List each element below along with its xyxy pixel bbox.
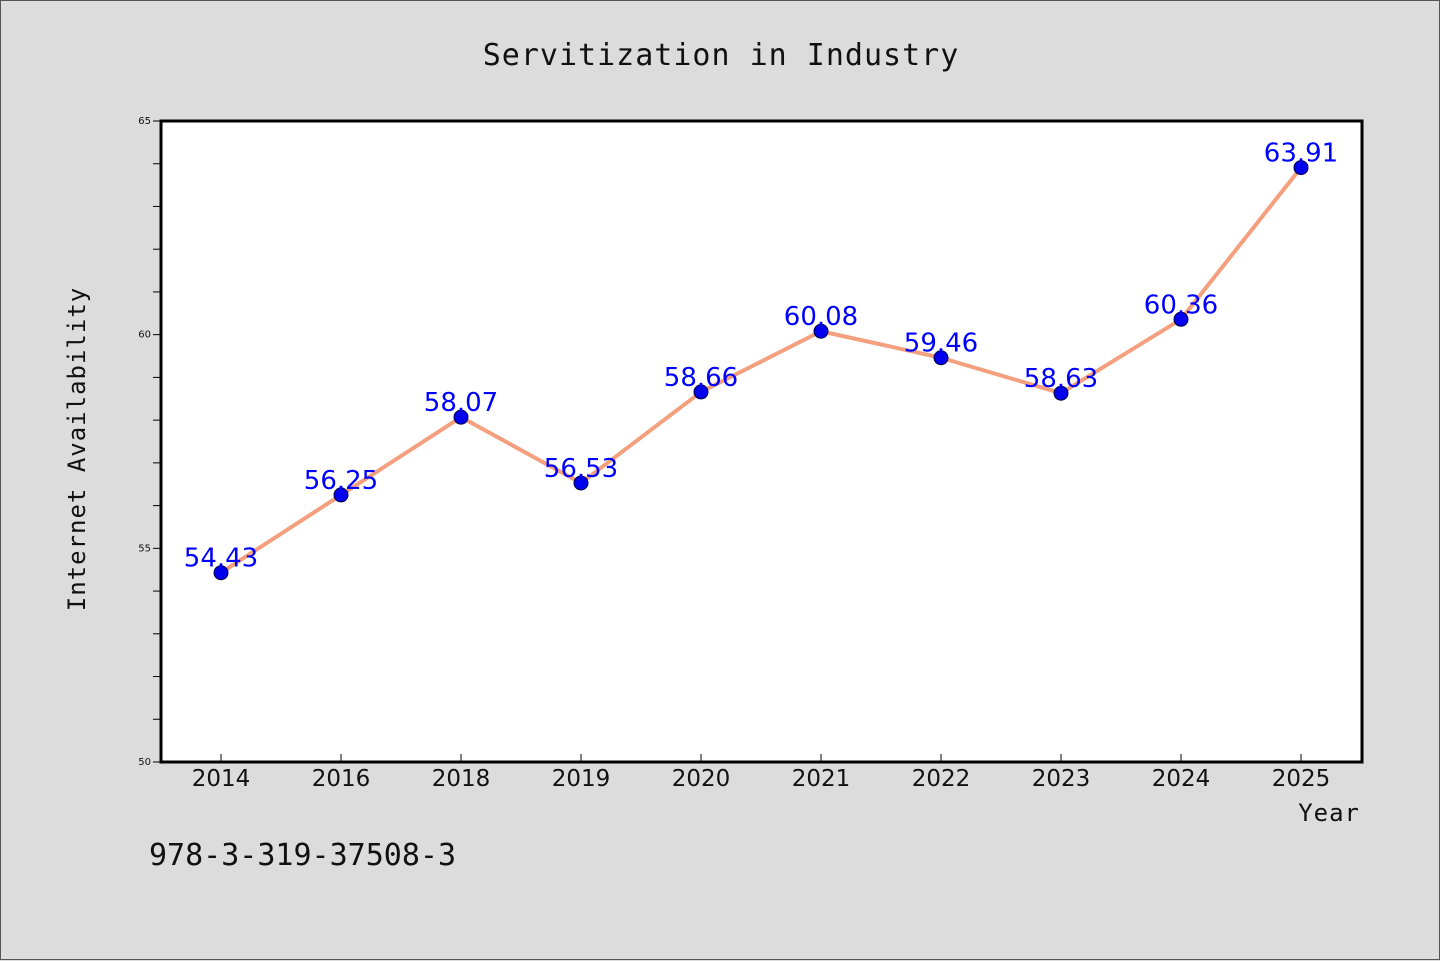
data-point [453,409,469,425]
series-line-group [219,165,1303,575]
data-point [693,384,709,400]
data-point [1293,160,1309,176]
x-tick-label: 2025 [1272,766,1331,792]
footer-code: 978-3-319-37508-3 [149,838,456,873]
data-label: 56.53 [544,454,618,484]
marker-group [213,160,1309,581]
data-point [813,323,829,339]
y-axis-ticks: 50 55 60 65 [138,116,161,768]
data-point [573,475,589,491]
chart-title: Servitization in Industry [483,38,960,73]
data-point [333,487,349,503]
x-axis-ticks: 2014 2016 2018 2019 2020 2021 2022 2023 2024 2025 [192,754,1331,792]
data-point [213,565,229,581]
x-axis-label: Year [1298,799,1360,827]
data-point [1053,385,1069,401]
x-tick-label: 2014 [192,766,251,792]
x-tick-label: 2022 [912,766,971,792]
data-label: 58.66 [664,363,738,393]
series-line [219,165,1303,575]
data-label: 58.63 [1024,364,1098,394]
x-tick-label: 2020 [672,766,731,792]
x-tick-label: 2023 [1032,766,1091,792]
data-label-group: 54.43 56.25 58.07 56.53 58.66 60.08 59.46 58.63… [184,139,1338,574]
x-tick-label: 2021 [792,766,851,792]
y-tick-label: 55 [138,543,151,554]
plot-area [159,119,1364,764]
x-tick-label: 2024 [1152,766,1211,792]
data-label: 63.91 [1264,139,1338,169]
data-label: 54.43 [184,544,258,574]
data-label: 60.08 [784,302,858,332]
x-tick-label: 2019 [552,766,611,792]
data-label: 56.25 [304,466,378,496]
data-label: 58.07 [424,388,498,418]
x-tick-label: 2016 [312,766,371,792]
y-tick-label: 60 [138,330,151,341]
y-axis-label: Internet Availability [63,287,91,611]
data-label: 59.46 [904,329,978,359]
data-point [1173,311,1189,327]
data-label: 60.36 [1144,290,1218,320]
y-tick-label: 50 [138,757,151,768]
y-tick-label: 65 [138,116,151,127]
x-tick-label: 2018 [432,766,491,792]
data-point [933,350,949,366]
